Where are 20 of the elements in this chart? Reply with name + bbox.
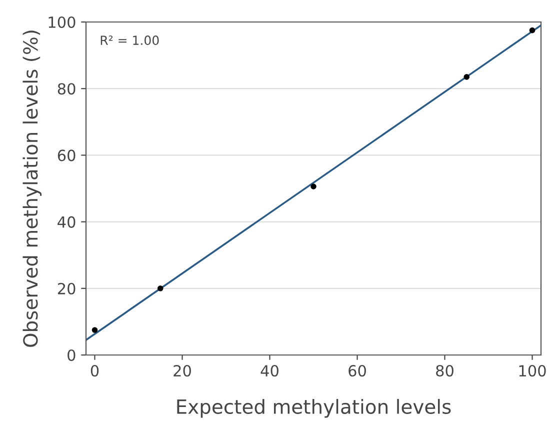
y-tick-label: 0 [68, 349, 76, 362]
point [157, 286, 164, 292]
y-tick-label: 100 [48, 16, 76, 28]
x-tick-label: 20 [174, 364, 191, 377]
x-axis-title: Expected methylation levels [177, 398, 451, 418]
x-tick-label: 100 [519, 364, 546, 377]
y-tick-label: 40 [58, 216, 76, 228]
point [310, 184, 316, 190]
y-axis-title: Observed methylation levels (%) [22, 30, 42, 347]
y-tick-label: 20 [58, 282, 76, 294]
x-tick-label: 80 [436, 364, 454, 377]
point [464, 74, 470, 80]
point [92, 327, 98, 333]
point [529, 27, 536, 34]
annotation: R² = 1.00 [100, 36, 159, 45]
y-tick-label: 80 [58, 83, 76, 95]
x-tick-label: 0 [90, 364, 99, 377]
x-tick-label: 40 [260, 364, 278, 377]
x-tick-label: 60 [348, 364, 366, 377]
y-tick-label: 60 [58, 150, 76, 162]
